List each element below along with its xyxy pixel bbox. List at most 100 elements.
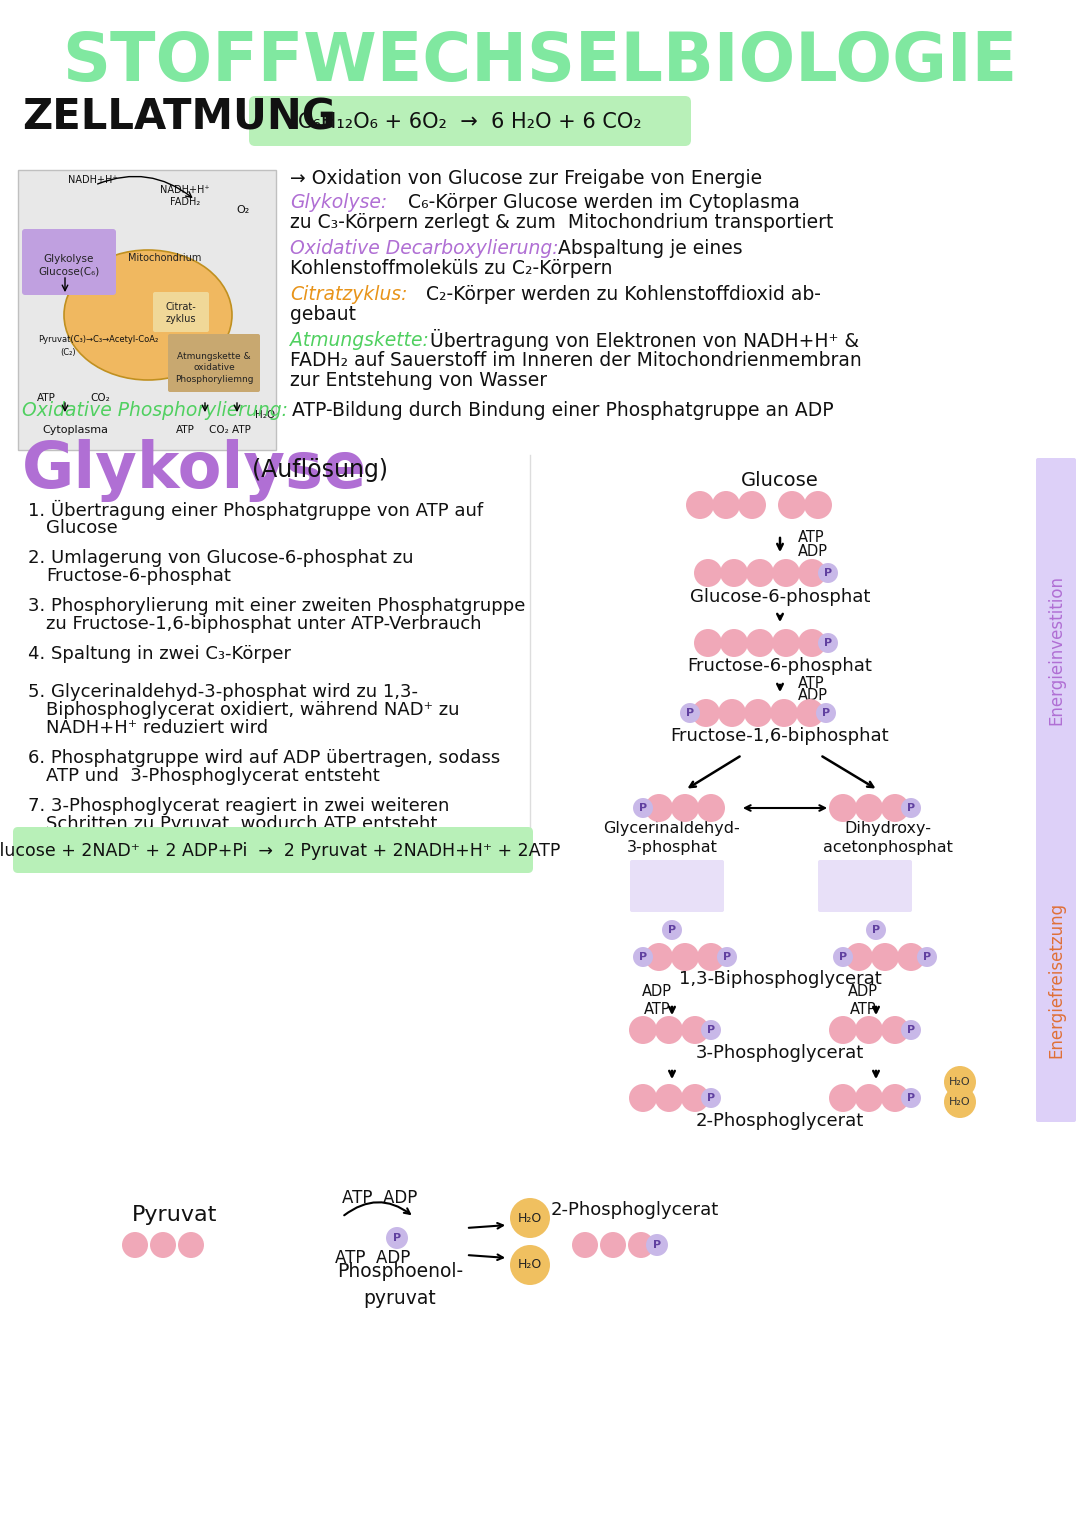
Circle shape bbox=[629, 1084, 657, 1112]
Text: C₆H₁₂O₆ + 6O₂  →  6 H₂O + 6 CO₂: C₆H₁₂O₆ + 6O₂ → 6 H₂O + 6 CO₂ bbox=[298, 111, 642, 131]
Circle shape bbox=[881, 794, 909, 822]
Text: Energieinvestition: Energieinvestition bbox=[1047, 576, 1065, 725]
Circle shape bbox=[746, 629, 774, 657]
Circle shape bbox=[680, 702, 700, 722]
Circle shape bbox=[712, 492, 740, 519]
Circle shape bbox=[778, 492, 806, 519]
Text: P: P bbox=[872, 925, 880, 935]
Circle shape bbox=[798, 559, 826, 586]
Text: 6. Phosphatgruppe wird auf ADP übertragen, sodass: 6. Phosphatgruppe wird auf ADP übertrage… bbox=[28, 750, 500, 767]
Text: P: P bbox=[824, 568, 832, 579]
Circle shape bbox=[629, 1015, 657, 1044]
Text: Glucose-6-phosphat: Glucose-6-phosphat bbox=[690, 588, 870, 606]
Text: ZELLATMUNG: ZELLATMUNG bbox=[22, 98, 336, 139]
Circle shape bbox=[772, 559, 800, 586]
Circle shape bbox=[627, 1232, 654, 1258]
Text: ADP: ADP bbox=[642, 985, 672, 1000]
Circle shape bbox=[720, 559, 748, 586]
Text: P: P bbox=[393, 1232, 401, 1243]
Text: Glucose: Glucose bbox=[741, 470, 819, 490]
Text: (C₂): (C₂) bbox=[60, 348, 76, 356]
Text: ATP: ATP bbox=[644, 1003, 671, 1017]
Circle shape bbox=[694, 629, 723, 657]
Text: 2-Phosphoglycerat: 2-Phosphoglycerat bbox=[696, 1112, 864, 1130]
Text: Übertragung von Elektronen von NADH+H⁺ &: Übertragung von Elektronen von NADH+H⁺ & bbox=[424, 328, 859, 351]
Text: Glykolyse:: Glykolyse: bbox=[291, 192, 388, 212]
Text: Pyruvat: Pyruvat bbox=[133, 1205, 218, 1225]
Circle shape bbox=[804, 492, 832, 519]
Text: Biphosphoglycerat oxidiert, während NAD⁺ zu: Biphosphoglycerat oxidiert, während NAD⁺… bbox=[46, 701, 459, 719]
Text: P: P bbox=[639, 951, 647, 962]
Circle shape bbox=[662, 919, 681, 941]
Text: Atmungskette &
oxidative
Phosphoryliemng: Atmungskette & oxidative Phosphoryliemng bbox=[175, 353, 253, 383]
Text: Mitochondrium: Mitochondrium bbox=[129, 253, 202, 263]
FancyBboxPatch shape bbox=[13, 828, 534, 873]
Text: Glucose + 2NAD⁺ + 2 ADP+Pi  →  2 Pyruvat + 2NADH+H⁺ + 2ATP: Glucose + 2NAD⁺ + 2 ADP+Pi → 2 Pyruvat +… bbox=[0, 841, 561, 860]
Text: NADH+H⁺↓: NADH+H⁺↓ bbox=[828, 901, 906, 913]
Text: ATP: ATP bbox=[798, 675, 825, 690]
Circle shape bbox=[816, 702, 836, 722]
Circle shape bbox=[845, 944, 873, 971]
Bar bbox=[18, 169, 276, 450]
Text: C₆-Körper Glucose werden im Cytoplasma: C₆-Körper Glucose werden im Cytoplasma bbox=[402, 192, 800, 212]
Ellipse shape bbox=[64, 250, 232, 380]
Text: → Oxidation von Glucose zur Freigabe von Energie: → Oxidation von Glucose zur Freigabe von… bbox=[291, 168, 762, 188]
Text: Citratzyklus:: Citratzyklus: bbox=[291, 284, 407, 304]
Circle shape bbox=[881, 1084, 909, 1112]
Text: Energiefreisetzung: Energiefreisetzung bbox=[1047, 902, 1065, 1058]
Text: ADP: ADP bbox=[798, 545, 828, 559]
FancyBboxPatch shape bbox=[249, 96, 691, 147]
Text: Abspaltung je eines: Abspaltung je eines bbox=[552, 238, 743, 258]
Circle shape bbox=[718, 699, 746, 727]
Text: ATP: ATP bbox=[176, 425, 194, 435]
Text: P: P bbox=[686, 709, 694, 718]
Text: zur Entstehung von Wasser: zur Entstehung von Wasser bbox=[291, 371, 548, 389]
Text: ATP  ADP: ATP ADP bbox=[335, 1249, 410, 1267]
Text: Citrat-
zyklus: Citrat- zyklus bbox=[165, 302, 197, 324]
Circle shape bbox=[633, 799, 653, 818]
Circle shape bbox=[881, 1015, 909, 1044]
Circle shape bbox=[671, 794, 699, 822]
Text: H₂O: H₂O bbox=[949, 1077, 971, 1087]
Circle shape bbox=[866, 919, 886, 941]
Circle shape bbox=[798, 629, 826, 657]
Circle shape bbox=[686, 492, 714, 519]
Circle shape bbox=[738, 492, 766, 519]
Circle shape bbox=[600, 1232, 626, 1258]
FancyBboxPatch shape bbox=[630, 860, 724, 912]
Circle shape bbox=[855, 1084, 883, 1112]
Text: Glykolyse
Glucose(C₆): Glykolyse Glucose(C₆) bbox=[39, 253, 99, 276]
Text: 2. Umlagerung von Glucose-6-phosphat zu: 2. Umlagerung von Glucose-6-phosphat zu bbox=[28, 550, 414, 567]
Text: ATP: ATP bbox=[850, 1003, 876, 1017]
Text: CO₂: CO₂ bbox=[90, 392, 110, 403]
Circle shape bbox=[645, 794, 673, 822]
Text: C₂-Körper werden zu Kohlenstoffdioxid ab-: C₂-Körper werden zu Kohlenstoffdioxid ab… bbox=[420, 284, 821, 304]
Text: P: P bbox=[653, 1240, 661, 1251]
Text: Oxidative Phosphorylierung:: Oxidative Phosphorylierung: bbox=[22, 400, 288, 420]
Text: 2-Phosphoglycerat: 2-Phosphoglycerat bbox=[551, 1202, 719, 1219]
Circle shape bbox=[833, 947, 853, 967]
Text: zu C₃-Körpern zerlegt & zum  Mitochondrium transportiert: zu C₃-Körpern zerlegt & zum Mitochondriu… bbox=[291, 212, 834, 232]
Circle shape bbox=[855, 1015, 883, 1044]
FancyBboxPatch shape bbox=[818, 860, 912, 912]
Text: STOFFWECHSELBIOLOGIE: STOFFWECHSELBIOLOGIE bbox=[63, 29, 1017, 95]
Circle shape bbox=[654, 1084, 683, 1112]
Circle shape bbox=[654, 1015, 683, 1044]
Text: Kohlenstoffmoleküls zu C₂-Körpern: Kohlenstoffmoleküls zu C₂-Körpern bbox=[291, 258, 612, 278]
Circle shape bbox=[770, 699, 798, 727]
Text: Schritten zu Pyruvat, wodurch ATP entsteht: Schritten zu Pyruvat, wodurch ATP entste… bbox=[46, 815, 437, 834]
Circle shape bbox=[701, 1020, 721, 1040]
Circle shape bbox=[917, 947, 937, 967]
Text: ATP und  3-Phosphoglycerat entsteht: ATP und 3-Phosphoglycerat entsteht bbox=[46, 767, 380, 785]
Circle shape bbox=[944, 1086, 976, 1118]
Text: ATP-Bildung durch Bindung einer Phosphatgruppe an ADP: ATP-Bildung durch Bindung einer Phosphat… bbox=[286, 400, 834, 420]
Text: P: P bbox=[707, 1093, 715, 1102]
Text: gebaut: gebaut bbox=[291, 304, 356, 324]
Text: ←Pi: ←Pi bbox=[647, 866, 670, 878]
Circle shape bbox=[901, 1020, 921, 1040]
Text: 3. Phosphorylierung mit einer zweiten Phosphatgruppe: 3. Phosphorylierung mit einer zweiten Ph… bbox=[28, 597, 525, 615]
Circle shape bbox=[772, 629, 800, 657]
Text: P: P bbox=[923, 951, 931, 962]
Circle shape bbox=[829, 1015, 858, 1044]
Text: FADH₂ auf Sauerstoff im Inneren der Mitochondrienmembran: FADH₂ auf Sauerstoff im Inneren der Mito… bbox=[291, 351, 862, 370]
